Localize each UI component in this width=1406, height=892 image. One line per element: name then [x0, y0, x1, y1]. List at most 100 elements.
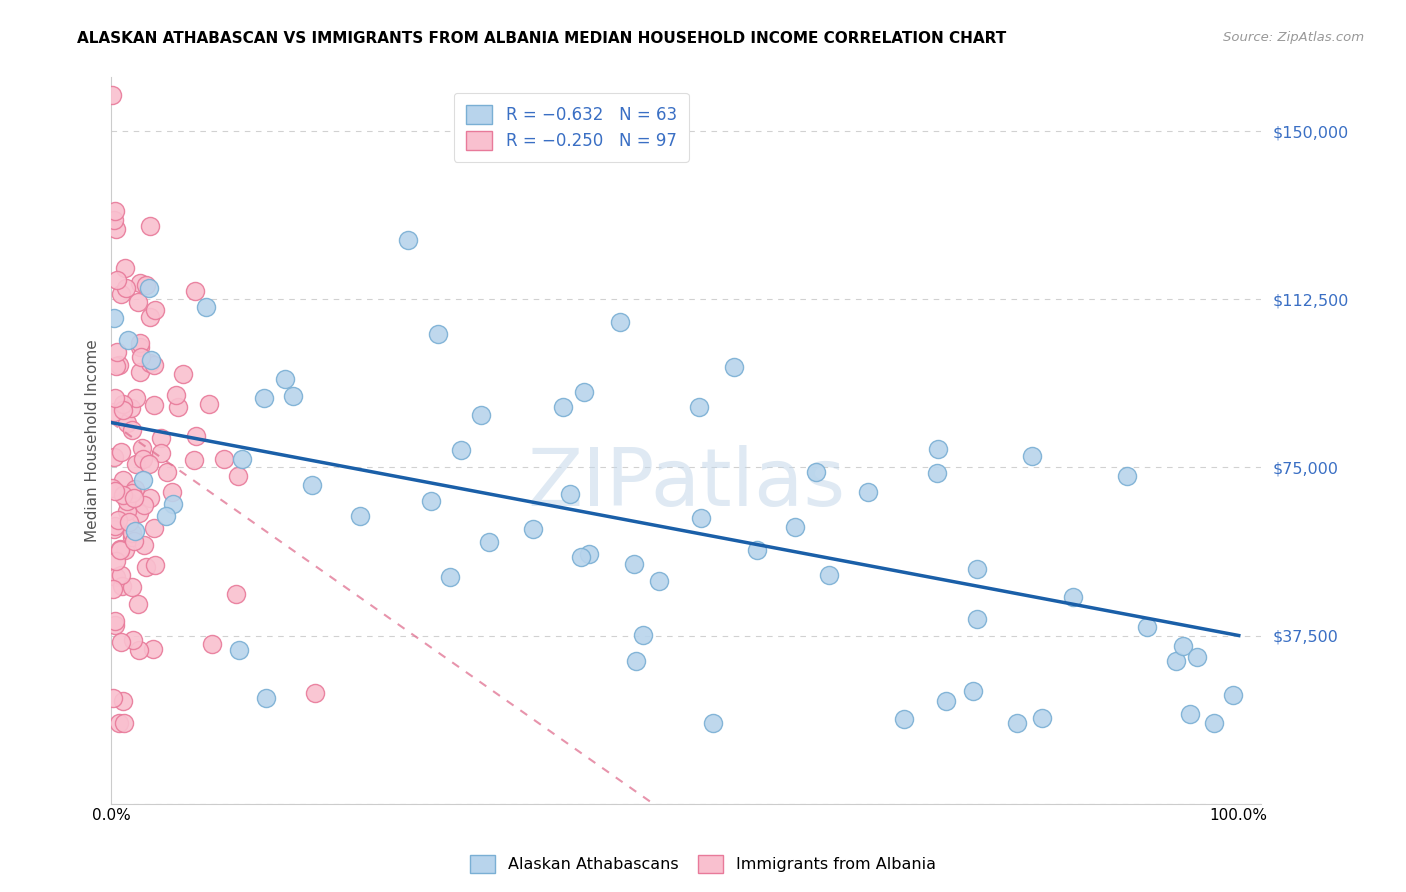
Point: [162, 497, 184, 511]
Legend: R = −0.632   N = 63, R = −0.250   N = 97: R = −0.632 N = 63, R = −0.250 N = 97: [454, 93, 689, 161]
Point: [132, 499, 155, 513]
Point: [129, 277, 152, 291]
Point: [105, 553, 128, 567]
Point: [104, 614, 127, 628]
Point: [124, 482, 146, 496]
Point: [966, 612, 988, 626]
Point: [124, 524, 146, 538]
Y-axis label: Median Household Income: Median Household Income: [86, 339, 100, 542]
Point: [702, 715, 724, 730]
Point: [121, 580, 143, 594]
Point: [690, 510, 713, 524]
Point: [274, 371, 297, 385]
Point: [142, 398, 165, 412]
Point: [647, 574, 669, 589]
Point: [103, 213, 125, 227]
Point: [139, 353, 162, 368]
Point: [304, 686, 326, 700]
Point: [143, 303, 166, 318]
Point: [783, 520, 806, 534]
Point: [108, 715, 131, 730]
Point: [101, 582, 124, 596]
Point: [198, 397, 221, 411]
Point: [115, 494, 138, 508]
Point: [138, 281, 160, 295]
Point: [139, 356, 162, 370]
Point: [155, 465, 177, 479]
Point: [110, 568, 132, 582]
Point: [569, 550, 592, 565]
Point: [231, 451, 253, 466]
Point: [893, 712, 915, 726]
Point: [142, 358, 165, 372]
Point: [1171, 639, 1194, 653]
Point: [104, 570, 127, 584]
Point: [108, 542, 131, 557]
Point: [112, 488, 135, 502]
Point: [105, 222, 128, 236]
Point: [120, 401, 142, 416]
Point: [107, 513, 129, 527]
Point: [688, 400, 710, 414]
Point: [804, 465, 827, 479]
Point: [132, 538, 155, 552]
Point: [112, 694, 135, 708]
Point: [139, 219, 162, 234]
Point: [172, 367, 194, 381]
Point: [104, 391, 127, 405]
Text: Source: ZipAtlas.com: Source: ZipAtlas.com: [1223, 31, 1364, 45]
Point: [200, 637, 222, 651]
Point: [142, 641, 165, 656]
Point: [103, 450, 125, 464]
Point: [143, 558, 166, 572]
Point: [927, 466, 949, 480]
Point: [420, 494, 443, 508]
Point: [132, 452, 155, 467]
Point: [609, 315, 631, 329]
Point: [962, 684, 984, 698]
Point: [1180, 706, 1202, 721]
Point: [723, 359, 745, 374]
Point: [105, 345, 128, 359]
Point: [125, 458, 148, 472]
Point: [114, 261, 136, 276]
Point: [624, 654, 647, 668]
Point: [103, 310, 125, 325]
Point: [558, 486, 581, 500]
Point: [129, 351, 152, 365]
Point: [439, 570, 461, 584]
Point: [117, 333, 139, 347]
Point: [426, 326, 449, 341]
Point: [551, 400, 574, 414]
Point: [110, 287, 132, 301]
Point: [1031, 711, 1053, 725]
Point: [138, 310, 160, 324]
Legend: Alaskan Athabascans, Immigrants from Albania: Alaskan Athabascans, Immigrants from Alb…: [464, 848, 942, 880]
Point: [225, 587, 247, 601]
Point: [228, 643, 250, 657]
Point: [470, 408, 492, 422]
Point: [103, 522, 125, 536]
Point: [155, 508, 177, 523]
Point: [114, 543, 136, 558]
Point: [125, 392, 148, 406]
Point: [966, 562, 988, 576]
Point: [253, 392, 276, 406]
Point: [115, 504, 138, 518]
Point: [108, 541, 131, 556]
Point: [104, 483, 127, 498]
Point: [103, 204, 125, 219]
Point: [1007, 715, 1029, 730]
Text: ALASKAN ATHABASCAN VS IMMIGRANTS FROM ALBANIA MEDIAN HOUSEHOLD INCOME CORRELATIO: ALASKAN ATHABASCAN VS IMMIGRANTS FROM AL…: [77, 31, 1007, 46]
Point: [110, 635, 132, 649]
Point: [121, 530, 143, 544]
Point: [142, 521, 165, 535]
Point: [349, 509, 371, 524]
Point: [105, 273, 128, 287]
Point: [301, 478, 323, 492]
Point: [1115, 469, 1137, 483]
Point: [121, 485, 143, 500]
Point: [450, 442, 472, 457]
Point: [1202, 715, 1225, 730]
Point: [127, 295, 149, 310]
